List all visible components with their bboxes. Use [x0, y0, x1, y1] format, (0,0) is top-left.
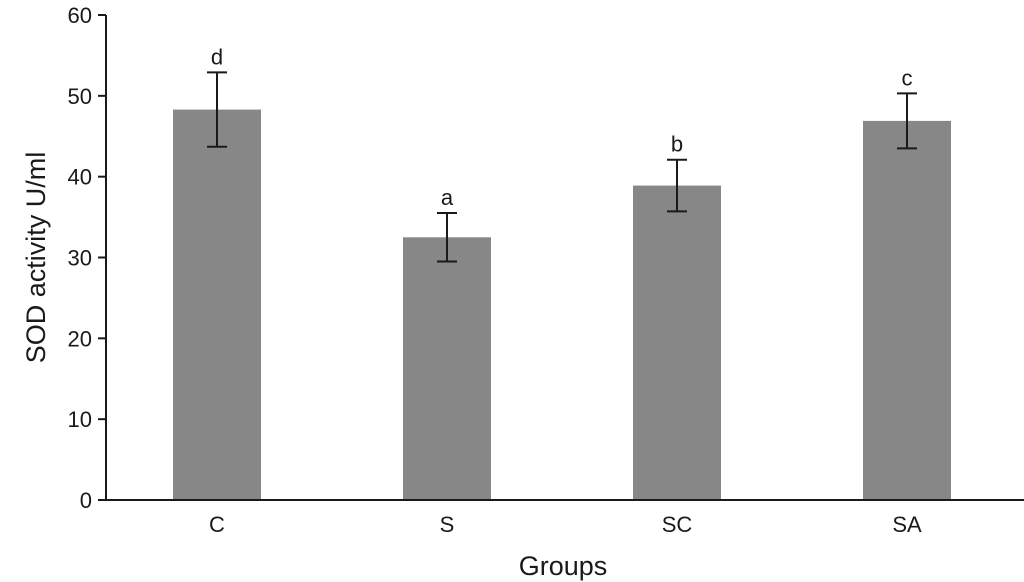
y-tick-label: 20 — [68, 326, 92, 351]
y-tick-label: 30 — [68, 246, 92, 271]
x-tick-label: SC — [662, 512, 693, 537]
bar-c — [173, 109, 261, 500]
y-tick-label: 40 — [68, 165, 92, 190]
x-tick-label: SA — [892, 512, 922, 537]
x-tick-label: S — [440, 512, 455, 537]
y-tick-label: 0 — [80, 488, 92, 513]
significance-label: d — [211, 44, 223, 69]
y-tick-label: 50 — [68, 84, 92, 109]
y-axis-title: SOD activity U/ml — [21, 152, 51, 364]
significance-label: a — [441, 185, 454, 210]
y-tick-label: 10 — [68, 407, 92, 432]
bar-s — [403, 237, 491, 500]
x-tick-label: C — [209, 512, 225, 537]
error-bars-layer — [207, 71, 917, 263]
y-tick-label: 60 — [68, 3, 92, 28]
significance-label: c — [902, 65, 913, 90]
y-ticks-layer: 0 10 20 30 40 50 60 — [68, 3, 106, 513]
x-axis-title: Groups — [519, 551, 608, 581]
significance-label: b — [671, 132, 683, 157]
significance-labels-layer: d a b c — [211, 44, 913, 210]
x-ticks-layer: C S SC SA — [209, 512, 922, 537]
bar-sa — [863, 120, 951, 501]
bar-sc — [633, 185, 721, 500]
bars-layer — [173, 109, 951, 501]
